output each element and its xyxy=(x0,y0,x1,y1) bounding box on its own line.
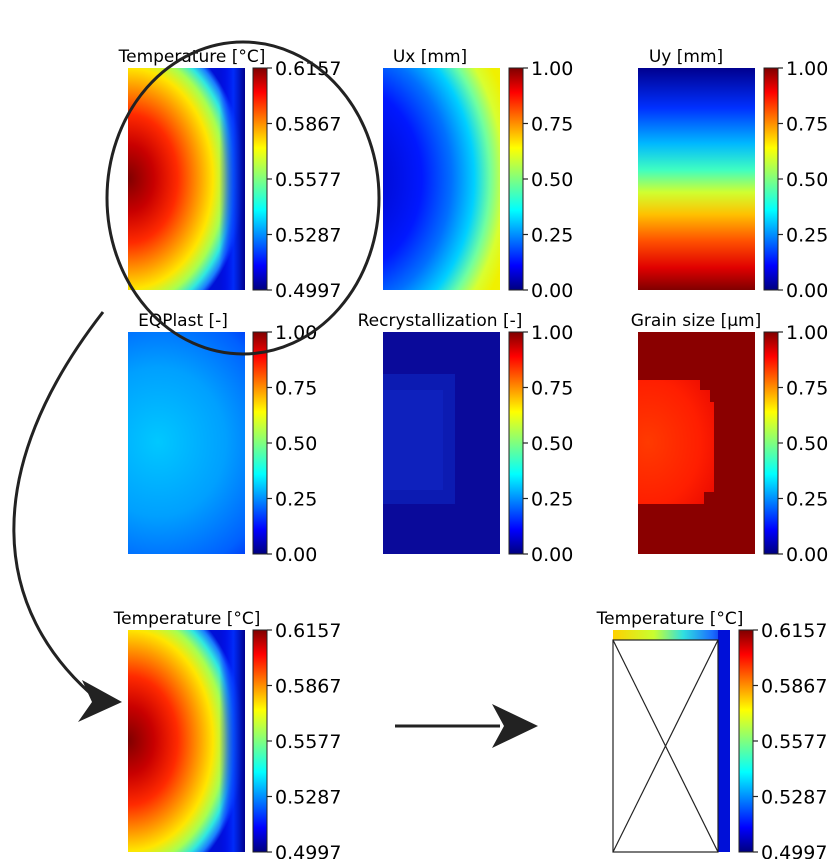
colorbar-tick-label: 0.5577 xyxy=(761,731,827,753)
straight-arrow-head xyxy=(492,704,538,748)
panel-eqplast: EQPlast [-] 1.00 0.75 0.50 0.25 0.00 xyxy=(128,311,317,566)
field-uy xyxy=(638,68,755,290)
colorbar xyxy=(763,67,779,291)
colorbar-tick-label: 0.5867 xyxy=(761,676,827,698)
colorbar-tick-label: 0.50 xyxy=(531,433,573,455)
field-recryst xyxy=(383,332,500,554)
masked-right-strip xyxy=(718,630,730,852)
masked-diagonal-2 xyxy=(612,639,719,853)
panel-title: Temperature [°C] xyxy=(596,609,744,629)
colorbar-tick-label: 0.50 xyxy=(786,169,828,191)
field-eqplast xyxy=(128,332,245,554)
recryst-core xyxy=(383,390,443,490)
colorbar-tick-label: 0.00 xyxy=(786,544,828,566)
colorbar-tick-label: 0.6157 xyxy=(275,620,341,642)
colorbar-tick-label: 0.25 xyxy=(531,489,573,511)
colorbar xyxy=(252,67,268,291)
field-ux xyxy=(383,68,500,290)
colorbar-tick-label: 0.4997 xyxy=(275,842,341,859)
colorbar xyxy=(738,629,754,853)
colorbar-tick-label: 0.00 xyxy=(531,280,573,302)
colorbar-tick-label: 0.00 xyxy=(275,544,317,566)
colorbar-tick-label: 0.75 xyxy=(531,378,573,400)
colorbar-tick-label: 0.25 xyxy=(531,225,573,247)
colorbar xyxy=(508,331,524,555)
panel-temp-top: Temperature [°C]0.61570.58670.55770.5287… xyxy=(118,47,342,302)
colorbar-tick-label: 0.00 xyxy=(531,544,573,566)
panel-title: Recrystallization [-] xyxy=(358,311,523,331)
field-temp-bottom xyxy=(128,630,245,852)
uy-field xyxy=(638,68,755,290)
colorbar-tick-label: 0.25 xyxy=(786,489,828,511)
colorbar-tick-label: 0.5287 xyxy=(761,787,827,809)
curved-arrow-head xyxy=(78,680,122,722)
temperature-edge xyxy=(128,68,245,290)
colorbar-tick-label: 0.50 xyxy=(531,169,573,191)
colorbar-tick-label: 0.4997 xyxy=(275,280,341,302)
ux-field xyxy=(383,68,500,290)
colorbar-tick-label: 0.50 xyxy=(786,433,828,455)
colorbar-tick-label: 1.00 xyxy=(786,58,828,80)
panel-title: Uy [mm] xyxy=(649,47,723,67)
colorbar-tick-label: 0.75 xyxy=(786,114,828,136)
colorbar-tick-label: 1.00 xyxy=(786,322,828,344)
panel-uy: Uy [mm] 1.00 0.75 0.50 0.25 0.00 xyxy=(638,47,828,302)
colorbar-tick-label: 0.25 xyxy=(786,225,828,247)
colorbar-tick-label: 0.5287 xyxy=(275,787,341,809)
field-temp-top xyxy=(128,68,245,290)
masked-top-strip xyxy=(613,630,730,640)
panels: Temperature [°C] 0.6157 0.5867 0.5577 0.5287… xyxy=(113,47,829,859)
colorbar xyxy=(252,629,268,853)
colorbar-tick-label: 1.00 xyxy=(275,322,317,344)
panel-ux: Ux [mm] 1.00 0.75 0.50 0.25 0.00 xyxy=(383,47,573,302)
temperature-edge xyxy=(128,630,245,852)
colorbar-tick-label: 0.00 xyxy=(786,280,828,302)
colorbar xyxy=(252,331,268,555)
panel-title: EQPlast [-] xyxy=(138,311,228,331)
colorbar-tick-label: 0.4997 xyxy=(761,842,827,859)
panel-title: Temperature [°C] xyxy=(118,47,266,67)
colorbar-tick-label: 1.00 xyxy=(531,58,573,80)
panel-title: Ux [mm] xyxy=(393,47,467,67)
colorbar-tick-label: 0.25 xyxy=(275,489,317,511)
colorbar-tick-label: 0.5287 xyxy=(275,225,341,247)
colorbar-tick-label: 0.75 xyxy=(275,378,317,400)
grain-region xyxy=(638,380,714,504)
colorbar-tick-label: 0.5867 xyxy=(275,114,341,136)
eqplast-field xyxy=(128,332,245,554)
panel-title: Grain size [μm] xyxy=(631,311,762,331)
colorbar-tick-label: 0.75 xyxy=(531,114,573,136)
panel-grain: Grain size [μm] 1.00 0.75 0.50 0.25 0.00 xyxy=(631,311,829,566)
colorbar xyxy=(763,331,779,555)
panel-title: Temperature [°C] xyxy=(113,609,261,629)
magnifier-circle xyxy=(105,40,381,356)
colorbar-tick-label: 0.6157 xyxy=(761,620,827,642)
panel-temp-bottom: Temperature [°C] 0.6157 0.5867 0.5577 0.5287… xyxy=(113,609,342,859)
panel-recryst: Recrystallization [-] 1.00 0.75 0.50 0.25 0.0… xyxy=(358,311,574,566)
colorbar xyxy=(508,67,524,291)
colorbar-tick-label: 0.5577 xyxy=(275,169,341,191)
field-grain xyxy=(638,332,755,554)
colorbar-tick-label: 0.75 xyxy=(786,378,828,400)
colorbar-tick-label: 0.5867 xyxy=(275,676,341,698)
colorbar-tick-label: 1.00 xyxy=(531,322,573,344)
curved-arrow xyxy=(12,311,105,702)
colorbar-tick-label: 0.5577 xyxy=(275,731,341,753)
panel-temp-masked: Temperature [°C] 0.6157 0.5867 0.5577 0.5287… xyxy=(596,609,828,859)
field-temp-masked xyxy=(612,630,730,853)
colorbar-tick-label: 0.50 xyxy=(275,433,317,455)
